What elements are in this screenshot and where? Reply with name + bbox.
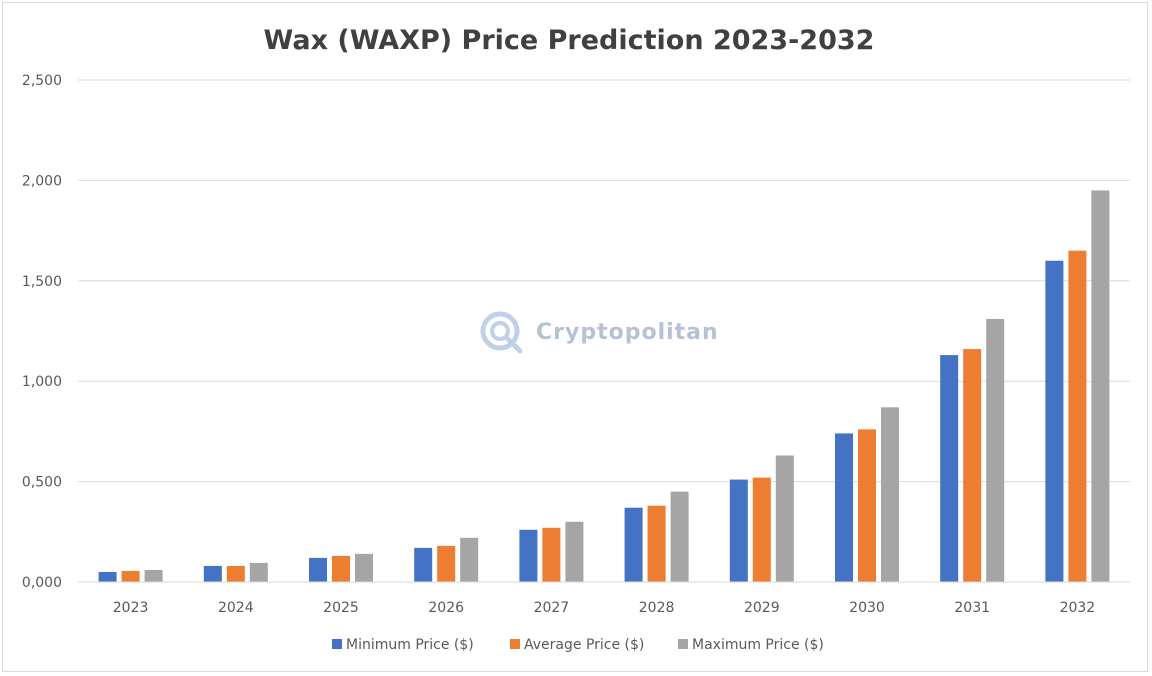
bar — [332, 555, 350, 582]
x-tick-label: 2031 — [954, 600, 990, 616]
bar — [203, 565, 222, 582]
y-tick-label: 0,000 — [22, 575, 62, 591]
watermark-text: Cryptopolitan — [536, 320, 719, 345]
x-tick-label: 2028 — [639, 600, 675, 616]
bar — [98, 571, 117, 582]
legend-swatch — [678, 639, 688, 649]
bar — [226, 565, 245, 582]
y-axis-ticks: 0,000 0,500 1,000 1,500 2,000 2,500 — [22, 73, 62, 591]
y-tick-label: 1,500 — [22, 274, 62, 290]
bar — [729, 479, 748, 582]
x-tick-label: 2023 — [113, 600, 149, 616]
legend-label: Average Price ($) — [524, 637, 644, 653]
bar — [986, 318, 1005, 582]
bar — [355, 553, 373, 582]
bar — [249, 562, 268, 582]
x-tick-label: 2026 — [428, 600, 464, 616]
y-tick-label: 1,000 — [22, 374, 62, 390]
bar — [1068, 250, 1087, 582]
bar — [1091, 190, 1110, 582]
y-tick-label: 0,500 — [22, 475, 62, 491]
legend-swatch — [332, 639, 342, 649]
y-tick-label: 2,500 — [22, 73, 62, 89]
legend-swatch — [510, 639, 520, 649]
cryptopolitan-logo-icon — [480, 311, 523, 354]
bar — [858, 429, 876, 582]
chart-title: Wax (WAXP) Price Prediction 2023-2032 — [263, 25, 875, 56]
bar — [940, 355, 959, 582]
x-tick-label: 2027 — [534, 600, 570, 616]
bar — [963, 349, 982, 582]
watermark: Cryptopolitan — [480, 311, 719, 354]
bar — [1045, 260, 1064, 582]
bar — [437, 545, 456, 582]
x-axis-ticks: 2023 2024 2025 2026 2027 2028 2029 2030 2031 2032 — [113, 600, 1095, 616]
x-tick-label: 2030 — [849, 600, 885, 616]
bar — [647, 505, 666, 582]
bar — [752, 477, 771, 582]
bars — [98, 190, 1110, 582]
legend: Minimum Price ($) Average Price ($) Maximu… — [332, 637, 824, 653]
bar — [542, 527, 561, 582]
bar — [121, 570, 140, 582]
bar — [565, 521, 584, 582]
bar — [144, 569, 163, 582]
x-tick-label: 2025 — [323, 600, 359, 616]
bar — [670, 491, 689, 582]
bar — [775, 455, 794, 582]
bar — [881, 407, 899, 582]
bar — [624, 507, 643, 582]
bar — [519, 529, 538, 582]
bar — [309, 557, 327, 582]
bar — [414, 547, 433, 582]
legend-label: Maximum Price ($) — [692, 637, 824, 653]
x-tick-label: 2024 — [218, 600, 254, 616]
x-tick-label: 2029 — [744, 600, 780, 616]
x-tick-label: 2032 — [1060, 600, 1096, 616]
legend-label: Minimum Price ($) — [346, 637, 474, 653]
bar — [835, 433, 853, 582]
y-tick-label: 2,000 — [22, 173, 62, 189]
bar — [460, 537, 479, 582]
